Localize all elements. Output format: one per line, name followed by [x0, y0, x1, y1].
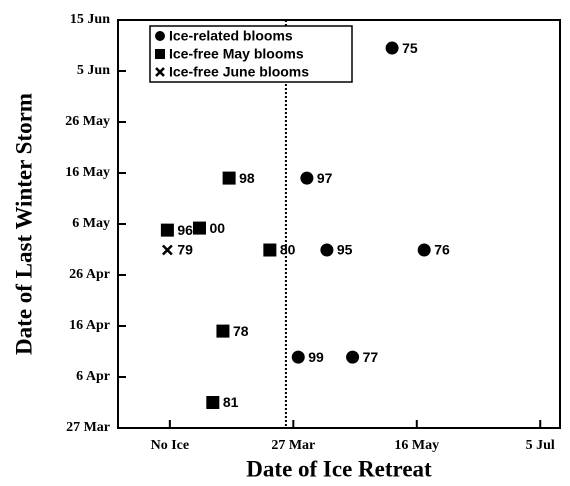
point: [160, 223, 174, 237]
y-tick-label: 6 Apr: [76, 369, 110, 384]
point: [291, 350, 305, 364]
point: [216, 324, 230, 338]
y-tick-label: 6 May: [72, 216, 110, 231]
x-tick-label: 27 Mar: [271, 438, 315, 453]
point: [300, 171, 314, 185]
y-tick-label: 16 May: [65, 165, 110, 180]
point: [346, 350, 360, 364]
legend-label: Ice-related blooms: [169, 28, 293, 44]
point-label: 80: [280, 242, 296, 258]
legend-label: Ice-free May blooms: [169, 46, 304, 62]
y-tick-label: 26 Apr: [69, 267, 110, 282]
y-tick-label: 5 Jun: [77, 63, 110, 78]
y-tick-label: 15 Jun: [70, 12, 110, 27]
point-label: 75: [402, 40, 418, 56]
point: [320, 243, 334, 257]
legend-marker: [155, 31, 165, 41]
legend-label: Ice-free June blooms: [169, 64, 309, 80]
legend-box: [149, 25, 353, 83]
point-label: 78: [233, 323, 249, 339]
point-label: 00: [209, 220, 225, 236]
legend-marker: [155, 67, 165, 77]
point: [417, 243, 431, 257]
point: [263, 243, 277, 257]
point: [222, 171, 236, 185]
legend-marker: [155, 49, 165, 59]
y-tick-label: 26 May: [65, 114, 110, 129]
point: [192, 221, 206, 235]
x-axis-title: Date of Ice Retreat: [246, 456, 432, 481]
y-tick-label: 16 Apr: [69, 318, 110, 333]
point-label: 95: [337, 242, 353, 258]
y-tick-label: 27 Mar: [66, 420, 110, 435]
x-tick-label: 5 Jul: [526, 438, 555, 453]
point-label: 79: [177, 242, 193, 258]
point-label: 81: [223, 394, 239, 410]
point: [385, 41, 399, 55]
point-label: 99: [308, 349, 324, 365]
x-tick-label: 16 May: [394, 438, 439, 453]
point-label: 97: [317, 170, 333, 186]
point-label: 96: [177, 222, 193, 238]
point-label: 76: [434, 242, 450, 258]
point: [162, 244, 173, 256]
x-tick-label: No Ice: [151, 438, 190, 453]
point: [206, 396, 220, 409]
point-label: 98: [239, 170, 255, 186]
y-axis-title: Date of Last Winter Storm: [11, 93, 36, 355]
point-label: 77: [363, 349, 379, 365]
